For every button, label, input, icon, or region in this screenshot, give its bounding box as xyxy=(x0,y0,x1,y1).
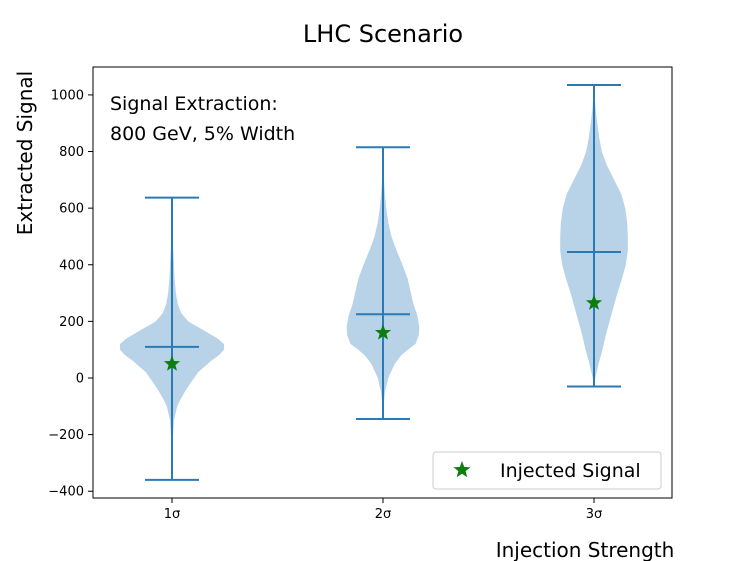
y-tick-label: 800 xyxy=(59,145,84,160)
legend-star-icon xyxy=(453,461,471,478)
injected-star-1 xyxy=(163,355,181,371)
y-tick-label: 200 xyxy=(59,315,84,330)
x-tick-label: 2σ xyxy=(375,507,392,522)
x-axis-label: Injection Strength xyxy=(496,538,675,561)
injected-star-3 xyxy=(585,294,603,310)
annotation-line-1: Signal Extraction: xyxy=(110,93,278,115)
y-axis-label: Extracted Signal xyxy=(13,71,37,235)
legend-box xyxy=(432,451,662,490)
y-tick-label: 400 xyxy=(59,258,84,273)
x-tick-label: 3σ xyxy=(586,507,603,522)
y-tick-label: −200 xyxy=(48,428,84,443)
y-tick-label: 600 xyxy=(59,202,84,217)
x-axis-ticks: 1σ 2σ 3σ xyxy=(164,498,603,522)
injected-star-2 xyxy=(374,324,392,340)
legend-label: Injected Signal xyxy=(500,460,641,482)
stats-group xyxy=(145,83,621,481)
y-axis-ticks: −400 −200 0 200 400 600 800 1000 xyxy=(48,88,93,500)
legend: Injected Signal xyxy=(432,451,662,490)
y-tick-label: 0 xyxy=(76,372,84,387)
y-tick-label: −400 xyxy=(48,485,84,500)
markers-group xyxy=(163,294,603,371)
x-tick-label: 1σ xyxy=(164,507,181,522)
annotation-line-2: 800 GeV, 5% Width xyxy=(110,123,295,145)
y-tick-label: 1000 xyxy=(51,88,84,103)
chart-title: LHC Scenario xyxy=(303,20,463,48)
